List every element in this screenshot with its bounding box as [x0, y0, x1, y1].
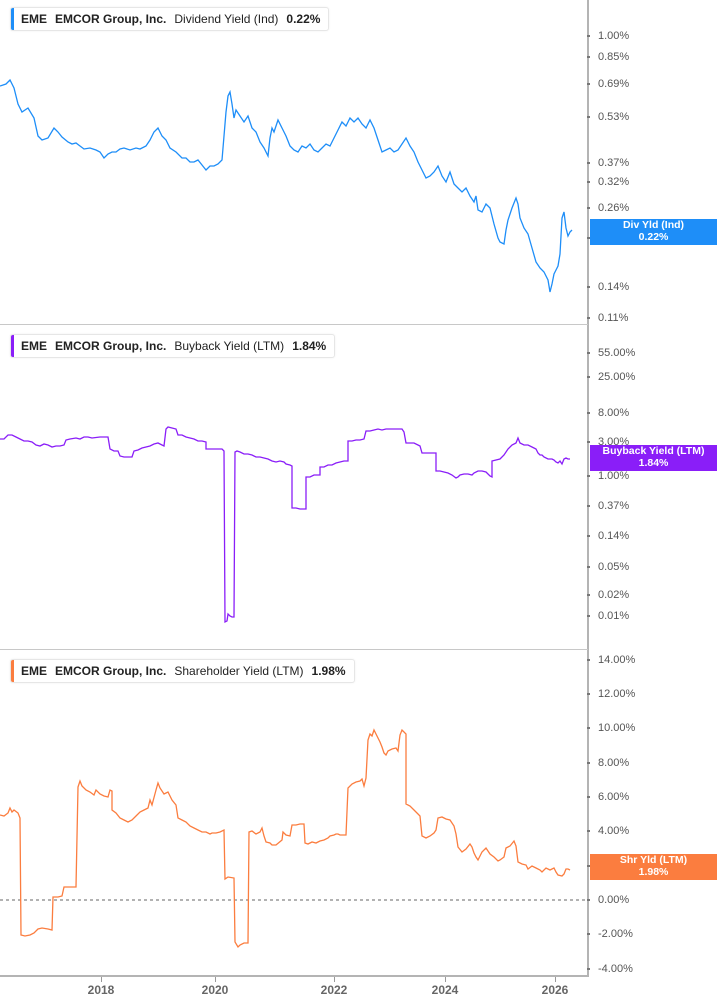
x-tick — [101, 977, 102, 982]
legend-metric: Dividend Yield (Ind) — [174, 12, 279, 26]
y-tick: 10.00% — [586, 722, 635, 734]
x-tick — [555, 977, 556, 982]
shareholder-yield-panel: EME EMCOR Group, Inc. Shareholder Yield … — [0, 650, 717, 977]
flag-value: 1.98% — [638, 865, 669, 878]
x-tick-label: 2020 — [201, 983, 229, 997]
legend-color-bar — [11, 335, 14, 357]
flag-label: Shr Yld (LTM) — [619, 854, 688, 866]
legend-company: EMCOR Group, Inc. — [55, 12, 167, 26]
legend-ticker: EME — [21, 12, 48, 26]
current-value-flag-dividend: Div Yld (Ind) 0.22% — [590, 219, 717, 245]
legend-value: 1.84% — [292, 339, 327, 353]
y-tick: 0.05% — [586, 561, 629, 573]
shareholder-yield-line — [0, 728, 588, 949]
y-tick: 0.37% — [586, 157, 629, 169]
y-tick: 25.00% — [586, 371, 635, 383]
y-tick: 0.53% — [586, 111, 629, 123]
flag-label: Div Yld (Ind) — [622, 219, 685, 231]
y-tick: 55.00% — [586, 347, 635, 359]
y-tick: 0.14% — [586, 530, 629, 542]
legend-company: EMCOR Group, Inc. — [55, 339, 167, 353]
flag-value: 1.84% — [638, 456, 669, 469]
y-tick: 0.02% — [586, 589, 629, 601]
y-axis-line — [587, 325, 589, 650]
legend-ticker: EME — [21, 339, 48, 353]
dividend-yield-line — [0, 78, 573, 293]
y-tick: 0.11% — [586, 312, 628, 324]
y-tick: 0.85% — [586, 51, 629, 63]
y-tick: 0.32% — [586, 176, 629, 188]
x-tick — [445, 977, 446, 982]
legend-value: 1.98% — [311, 664, 346, 678]
legend-buyback-yield[interactable]: EME EMCOR Group, Inc. Buyback Yield (LTM… — [10, 334, 336, 358]
legend-ticker: EME — [21, 664, 48, 678]
current-value-flag-shareholder: Shr Yld (LTM) 1.98% — [590, 854, 717, 880]
legend-color-bar — [11, 660, 14, 682]
flag-value: 0.22% — [638, 230, 669, 243]
y-tick: 6.00% — [586, 791, 629, 803]
y-tick: 0.37% — [586, 500, 629, 512]
legend-dividend-yield[interactable]: EME EMCOR Group, Inc. Dividend Yield (In… — [10, 7, 330, 31]
y-tick: 14.00% — [586, 654, 635, 666]
x-tick — [215, 977, 216, 982]
legend-color-bar — [11, 8, 14, 30]
x-tick-label: 2022 — [320, 983, 348, 997]
y-tick: 1.00% — [586, 470, 629, 482]
legend-shareholder-yield[interactable]: EME EMCOR Group, Inc. Shareholder Yield … — [10, 659, 355, 683]
flag-label: Buyback Yield (LTM) — [602, 445, 705, 457]
y-tick: 0.14% — [586, 281, 629, 293]
current-value-flag-buyback: Buyback Yield (LTM) 1.84% — [590, 445, 717, 471]
y-axis-line — [587, 650, 589, 977]
legend-value: 0.22% — [286, 12, 321, 26]
buyback-yield-line — [0, 426, 570, 624]
dividend-yield-panel: EME EMCOR Group, Inc. Dividend Yield (In… — [0, 0, 717, 325]
x-tick-label: 2026 — [541, 983, 569, 997]
x-tick-label: 2024 — [431, 983, 459, 997]
y-tick: 4.00% — [586, 825, 629, 837]
y-tick: 0.26% — [586, 202, 629, 214]
x-tick-label: 2018 — [87, 983, 115, 997]
y-tick: 0.69% — [586, 78, 629, 90]
legend-company: EMCOR Group, Inc. — [55, 664, 167, 678]
legend-metric: Buyback Yield (LTM) — [174, 339, 285, 353]
y-tick: 12.00% — [586, 688, 635, 700]
panel-divider — [0, 324, 588, 325]
y-tick: 8.00% — [586, 407, 629, 419]
x-tick — [334, 977, 335, 982]
y-tick: 1.00% — [586, 30, 629, 42]
y-tick: 0.00% — [586, 894, 629, 906]
buyback-yield-panel: EME EMCOR Group, Inc. Buyback Yield (LTM… — [0, 325, 717, 650]
y-tick: -4.00% — [587, 963, 633, 975]
panel-divider — [0, 649, 588, 650]
x-axis-line — [0, 975, 589, 977]
y-tick: -2.00% — [587, 928, 633, 940]
y-tick: 8.00% — [586, 757, 629, 769]
y-tick: 0.01% — [586, 610, 629, 622]
legend-metric: Shareholder Yield (LTM) — [174, 664, 304, 678]
